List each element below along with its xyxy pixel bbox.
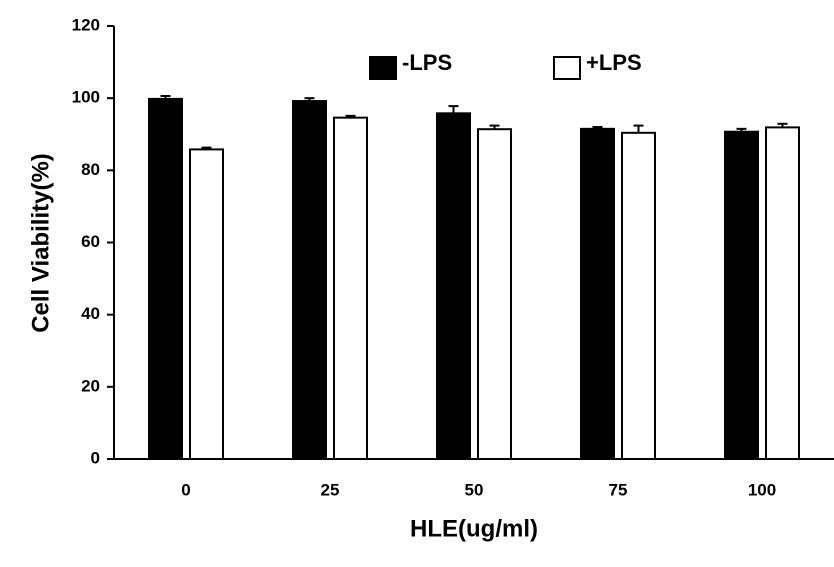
x-axis-title: HLE(ug/ml) xyxy=(410,515,538,542)
legend-swatch xyxy=(553,56,581,80)
bar xyxy=(436,112,471,461)
bar xyxy=(765,126,800,460)
y-tick-label: 40 xyxy=(81,304,100,323)
legend-label: -LPS xyxy=(402,50,452,75)
x-tick-label: 75 xyxy=(609,480,628,499)
y-tick-label: 100 xyxy=(72,88,100,107)
bar xyxy=(292,100,327,460)
y-axis-title: Cell Viability(%) xyxy=(27,153,54,333)
y-tick-label: 80 xyxy=(81,160,100,179)
bar xyxy=(724,130,759,461)
bar xyxy=(621,131,656,460)
y-tick-label: 60 xyxy=(81,232,100,251)
legend-swatch xyxy=(369,56,397,80)
bar xyxy=(148,97,183,460)
x-tick-label: 100 xyxy=(748,480,776,499)
y-tick-label: 120 xyxy=(72,15,100,34)
bar xyxy=(333,116,368,460)
x-tick-label: 50 xyxy=(465,480,484,499)
bar xyxy=(580,127,615,460)
x-tick-label: 25 xyxy=(321,480,340,499)
x-tick-label: 0 xyxy=(181,480,190,499)
bar xyxy=(477,128,512,460)
bar xyxy=(189,148,224,460)
y-tick-label: 20 xyxy=(81,376,100,395)
y-tick-label: 0 xyxy=(91,448,100,467)
legend-label: +LPS xyxy=(586,50,642,75)
